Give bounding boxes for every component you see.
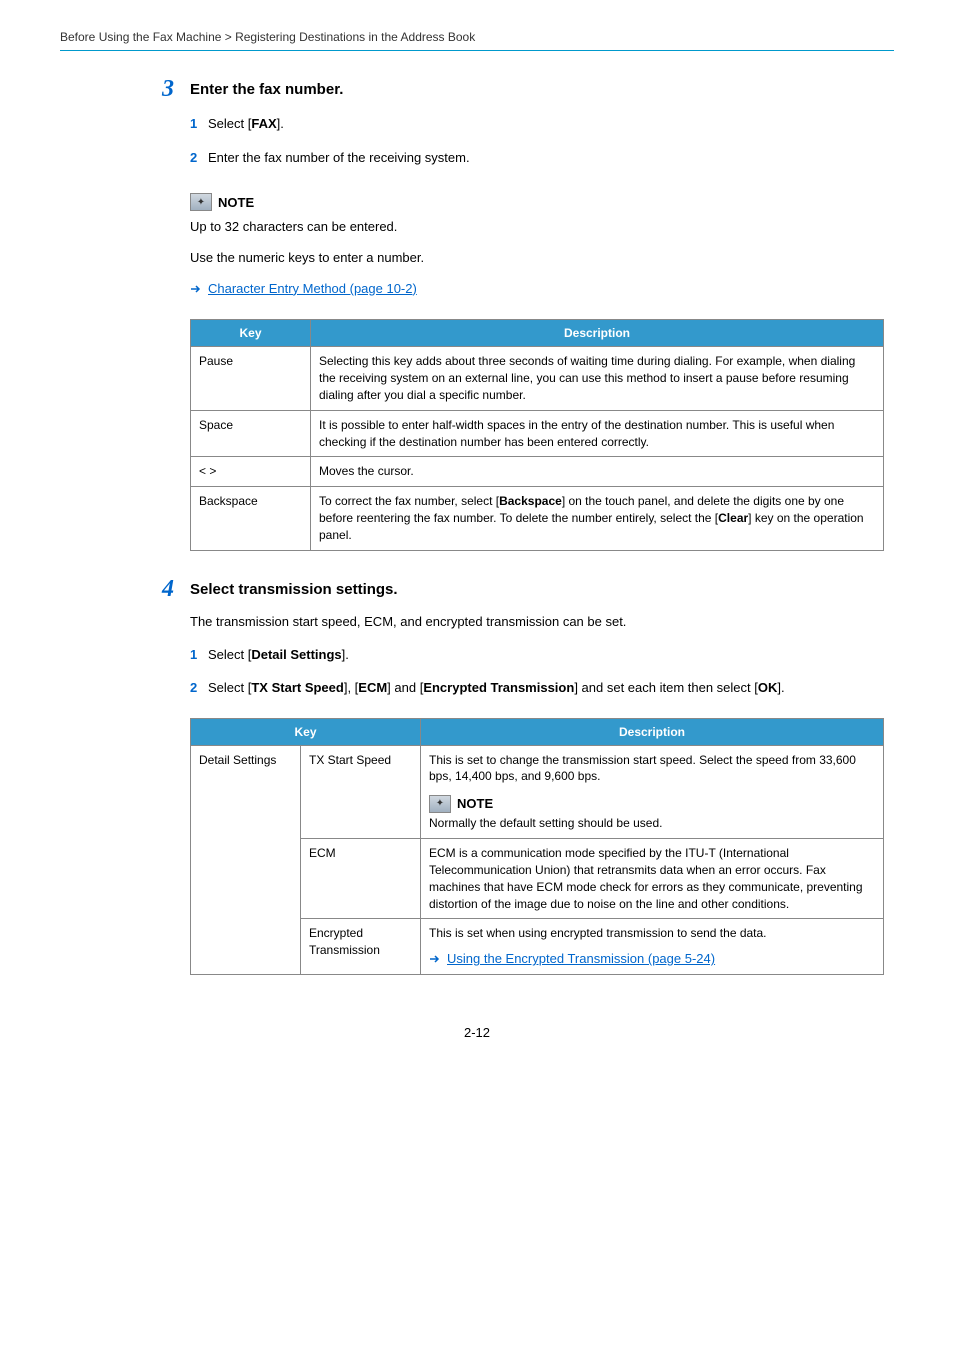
breadcrumb: Before Using the Fax Machine > Registeri… xyxy=(60,30,894,51)
text: To correct the fax number, select [ xyxy=(319,494,499,508)
step-title: Select transmission settings. xyxy=(190,581,884,598)
sub-text: Select [FAX]. xyxy=(208,114,884,134)
step-3-section: 3 Enter the fax number. 1 Select [FAX]. … xyxy=(190,81,884,551)
key-cell: Backspace xyxy=(191,487,311,550)
note-line: Up to 32 characters can be entered. xyxy=(190,217,884,238)
table-row: Backspace To correct the fax number, sel… xyxy=(191,487,884,550)
arrow-right-icon xyxy=(190,283,202,295)
desc-cell: This is set when using encrypted transmi… xyxy=(421,919,884,975)
list-item: 2 Enter the fax number of the receiving … xyxy=(190,148,884,168)
sub-text: Select [TX Start Speed], [ECM] and [Encr… xyxy=(208,678,884,698)
text: ]. xyxy=(277,116,284,131)
text: ] and [ xyxy=(387,680,423,695)
note-line: Use the numeric keys to enter a number. xyxy=(190,248,884,269)
sub-text: Enter the fax number of the receiving sy… xyxy=(208,148,884,168)
bold-text: Backspace xyxy=(499,494,562,508)
table-row: Detail Settings TX Start Speed This is s… xyxy=(191,745,884,839)
table-row: < > Moves the cursor. xyxy=(191,457,884,487)
desc-cell: ECM is a communication mode specified by… xyxy=(421,839,884,919)
bold-text: FAX xyxy=(251,116,276,131)
text: ] and set each item then select [ xyxy=(574,680,758,695)
desc-cell: It is possible to enter half-width space… xyxy=(311,410,884,457)
note-text: Normally the default setting should be u… xyxy=(429,816,662,830)
bold-text: OK xyxy=(758,680,778,695)
text: ], [ xyxy=(344,680,358,695)
list-item: 1 Select [FAX]. xyxy=(190,114,884,134)
key-sub-cell: ECM xyxy=(301,839,421,919)
text: Select [ xyxy=(208,116,251,131)
key-cell: Pause xyxy=(191,347,311,410)
desc-cell: Moves the cursor. xyxy=(311,457,884,487)
key-cell: Space xyxy=(191,410,311,457)
page-number: 2-12 xyxy=(60,1025,894,1040)
step-number: 3 xyxy=(162,76,174,103)
bold-text: ECM xyxy=(358,680,387,695)
key-sub-cell: Encrypted Transmission xyxy=(301,919,421,975)
list-item: 2 Select [TX Start Speed], [ECM] and [En… xyxy=(190,678,884,698)
desc-cell: To correct the fax number, select [Backs… xyxy=(311,487,884,550)
link-character-entry[interactable]: Character Entry Method (page 10-2) xyxy=(208,279,417,300)
key-sub-cell: TX Start Speed xyxy=(301,745,421,839)
note-label: NOTE xyxy=(218,195,254,210)
text: ]. xyxy=(777,680,784,695)
note-label: NOTE xyxy=(457,795,493,813)
text: Select [ xyxy=(208,680,251,695)
key-table-2: Key Description Detail Settings TX Start… xyxy=(190,718,884,976)
table-row: Pause Selecting this key adds about thre… xyxy=(191,347,884,410)
bold-text: Detail Settings xyxy=(251,647,341,662)
bold-text: Encrypted Transmission xyxy=(423,680,574,695)
text: ]. xyxy=(342,647,349,662)
sub-number: 2 xyxy=(190,148,208,168)
desc-cell: This is set to change the transmission s… xyxy=(421,745,884,839)
step-title: Enter the fax number. xyxy=(190,81,884,98)
list-item: 1 Select [Detail Settings]. xyxy=(190,645,884,665)
desc-cell: Selecting this key adds about three seco… xyxy=(311,347,884,410)
step-4-section: 4 Select transmission settings. The tran… xyxy=(190,581,884,976)
note-icon: ✦ xyxy=(429,795,451,813)
key-group-cell: Detail Settings xyxy=(191,745,301,975)
arrow-right-icon xyxy=(429,953,441,965)
text: This is set to change the transmission s… xyxy=(429,753,856,784)
text: Select [ xyxy=(208,647,251,662)
key-table-1: Key Description Pause Selecting this key… xyxy=(190,319,884,550)
sub-number: 1 xyxy=(190,114,208,134)
text: This is set when using encrypted transmi… xyxy=(429,926,767,940)
table-header: Description xyxy=(311,320,884,347)
bold-text: Clear xyxy=(718,511,748,525)
step-number: 4 xyxy=(162,576,174,603)
note-box: ✦ NOTE Up to 32 characters can be entere… xyxy=(190,193,884,299)
link-encrypted-transmission[interactable]: Using the Encrypted Transmission (page 5… xyxy=(447,950,715,968)
sub-number: 1 xyxy=(190,645,208,665)
table-header: Description xyxy=(421,718,884,745)
note-icon: ✦ xyxy=(190,193,212,211)
bold-text: TX Start Speed xyxy=(251,680,343,695)
sub-text: Select [Detail Settings]. xyxy=(208,645,884,665)
sub-number: 2 xyxy=(190,678,208,698)
table-header: Key xyxy=(191,320,311,347)
step-description: The transmission start speed, ECM, and e… xyxy=(190,614,884,629)
key-cell: < > xyxy=(191,457,311,487)
table-header: Key xyxy=(191,718,421,745)
table-row: Space It is possible to enter half-width… xyxy=(191,410,884,457)
